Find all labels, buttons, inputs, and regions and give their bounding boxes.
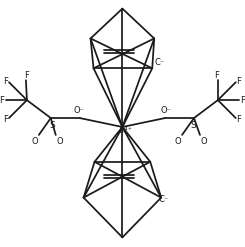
Text: F: F xyxy=(236,77,241,86)
Text: F: F xyxy=(214,71,219,80)
Text: O: O xyxy=(32,137,38,146)
Text: O: O xyxy=(201,137,207,146)
Text: F: F xyxy=(24,71,29,80)
Text: C⁻: C⁻ xyxy=(154,58,164,67)
Text: F: F xyxy=(4,77,9,86)
Text: C⁻: C⁻ xyxy=(158,195,168,204)
Text: O: O xyxy=(56,137,63,146)
Text: O⁻: O⁻ xyxy=(161,105,172,115)
Text: O: O xyxy=(175,137,181,146)
Text: F: F xyxy=(4,115,9,124)
Text: F: F xyxy=(236,115,241,124)
Text: S: S xyxy=(190,122,196,130)
Text: O⁻: O⁻ xyxy=(73,105,84,115)
Text: Ti⁴⁺: Ti⁴⁺ xyxy=(117,126,132,135)
Text: S: S xyxy=(49,122,55,130)
Text: F: F xyxy=(240,96,245,105)
Text: F: F xyxy=(0,96,4,105)
